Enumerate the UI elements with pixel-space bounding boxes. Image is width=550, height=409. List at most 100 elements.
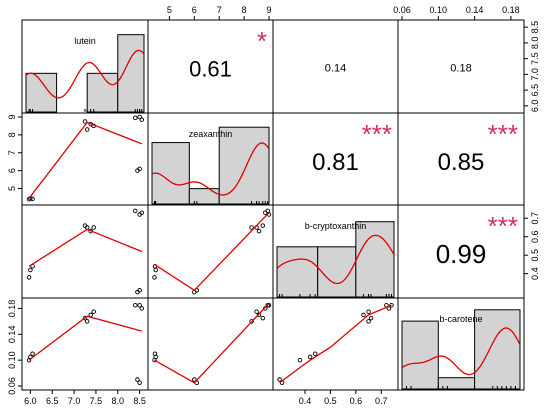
scatter-point-r3-c0-2 <box>30 351 35 356</box>
x-tick-label-col2-2: 0.6 <box>350 396 363 406</box>
scatter-point-r1-c0-9 <box>137 166 142 172</box>
x-tick-label-col0-2: 7.0 <box>68 396 81 406</box>
y-tick-label-row1-4: 9 <box>7 114 17 119</box>
x-tick-label-col2-1: 0.5 <box>324 396 337 406</box>
correlation-value-r0-c2: 0.14 <box>325 62 346 74</box>
fit-line-r3-c1 <box>154 302 270 384</box>
x-tick-label-col0-3: 7.5 <box>90 396 103 406</box>
x-tick-label-col0-0: 6.0 <box>24 396 37 406</box>
variable-label-2: b-cryptoxanthin <box>305 221 367 231</box>
scatter-point-r3-c0-9 <box>137 380 142 386</box>
scatter-point-r2-c0-9 <box>137 288 142 293</box>
y-tick-label-row0-3: 7.5 <box>530 52 540 65</box>
scatter-point-r1-c0-3 <box>82 119 88 124</box>
panel-frame-r2-c0 <box>21 204 149 299</box>
scatter-point-r3-c0-7 <box>133 302 138 308</box>
scatter-point-r2-c1-3 <box>260 223 266 228</box>
correlation-value-r0-c3: 0.18 <box>450 62 471 74</box>
y-tick-label-row1-2: 7 <box>7 150 17 155</box>
scatter-point-r2-c1-0 <box>152 275 157 280</box>
y-tick-label-row2-0: 0.4 <box>530 267 540 280</box>
x-tick-label-col2-3: 0.7 <box>375 396 388 406</box>
hist-bar-0-2 <box>86 72 119 113</box>
y-tick-label-row1-3: 8 <box>7 132 17 137</box>
scatter-point-r3-c1-6 <box>254 309 259 314</box>
density-curve-0 <box>25 49 145 99</box>
hist-bar-1-2 <box>218 126 270 205</box>
scatter-point-r3-c1-8 <box>192 377 197 382</box>
scatter-point-r3-c2-0 <box>297 357 303 363</box>
scatter-point-r2-c0-0 <box>26 275 32 280</box>
scatter-point-r3-c0-4 <box>84 319 90 324</box>
hist-bar-0-3 <box>117 34 145 113</box>
fit-line-r2-c1 <box>154 212 270 292</box>
scatter-point-r3-c1-3 <box>260 315 266 321</box>
scatter-point-r1-c0-7 <box>133 115 138 121</box>
panel-frame-r1-c0 <box>21 112 149 206</box>
scatter-point-r3-c0-10 <box>139 306 145 311</box>
hist-bar-3-2 <box>474 309 521 390</box>
scatter-point-r3-c2-1 <box>307 354 313 360</box>
scatter-point-r1-c0-10 <box>139 117 145 122</box>
scatter-point-r3-c2-3 <box>368 315 374 321</box>
scatter-point-r2-c1-10 <box>263 210 268 215</box>
y-tick-label-row2-3: 0.7 <box>530 212 540 225</box>
y-tick-label-row3-2: 0.14 <box>7 326 17 344</box>
y-tick-label-row0-5: 8.5 <box>530 21 540 34</box>
y-tick-label-row0-4: 8.0 <box>530 37 540 50</box>
correlation-value-r2-c3: 0.99 <box>436 239 487 269</box>
scatter-point-r3-c1-4 <box>249 319 254 324</box>
y-tick-label-row0-2: 7.0 <box>530 68 540 81</box>
y-tick-label-row3-3: 0.18 <box>7 300 17 318</box>
fit-line-r3-c2 <box>279 304 392 384</box>
x-tick-label-col3-3: 0.18 <box>502 5 520 15</box>
hist-bar-3-1 <box>437 377 476 390</box>
hist-bar-0-0 <box>25 72 58 113</box>
scatter-point-r3-c0-11 <box>137 302 142 308</box>
scatter-point-r3-c2-2 <box>312 351 318 356</box>
x-tick-label-col1-4: 9 <box>266 5 271 15</box>
x-tick-label-col1-3: 8 <box>242 5 247 15</box>
y-tick-label-row2-1: 0.5 <box>530 249 540 262</box>
x-tick-label-col0-5: 8.5 <box>133 396 146 406</box>
y-tick-label-row3-0: 0.06 <box>7 377 17 395</box>
variable-label-1: zeaxanthin <box>189 129 233 139</box>
scatter-point-r3-c2-5 <box>361 312 366 318</box>
variable-label-3: b-carotene <box>439 314 482 324</box>
panel-frame-r3-c1 <box>147 297 274 391</box>
scatter-point-r1-c0-11 <box>137 114 142 120</box>
hist-bar-3-0 <box>401 320 439 390</box>
x-tick-label-col0-1: 6.5 <box>46 396 59 406</box>
scatter-point-r3-c0-6 <box>91 309 96 314</box>
y-tick-label-row1-1: 6 <box>7 168 17 173</box>
x-tick-label-col0-4: 8.0 <box>112 396 125 406</box>
x-tick-label-col1-0: 5 <box>167 5 172 15</box>
density-curve-1 <box>151 142 270 196</box>
panel-frame-r2-c1 <box>147 204 274 299</box>
scatter-point-r2-c1-5 <box>256 228 262 234</box>
panel-frame-r3-c3 <box>397 297 525 391</box>
scatter-point-r2-c1-1 <box>153 267 158 273</box>
scatter-point-r1-c0-2 <box>30 196 35 202</box>
scatter-point-r3-c2-7 <box>389 302 394 308</box>
hist-bar-2-2 <box>355 221 395 298</box>
density-curve-3 <box>401 327 521 376</box>
significance-stars-r2-c3: *** <box>488 211 518 241</box>
significance-stars-r0-c1: * <box>257 26 267 56</box>
scatter-point-r3-c2-6 <box>366 309 371 314</box>
significance-stars-r1-c2: *** <box>362 119 392 149</box>
hist-bar-2-0 <box>276 246 319 298</box>
scatter-point-r1-c0-4 <box>84 127 90 132</box>
x-tick-label-col2-0: 0.4 <box>299 396 312 406</box>
significance-stars-r1-c3: *** <box>488 119 518 149</box>
scatter-point-r3-c2-8 <box>277 377 282 382</box>
x-tick-label-col3-2: 0.14 <box>466 5 484 15</box>
correlation-value-r1-c3: 0.85 <box>438 149 485 176</box>
scatter-point-r3-c0-3 <box>82 315 88 321</box>
y-tick-label-row0-1: 6.5 <box>530 84 540 97</box>
scatter-point-r2-c0-11 <box>137 212 142 217</box>
x-tick-label-col3-0: 0.06 <box>393 5 411 15</box>
variable-label-0: lutein <box>74 36 96 46</box>
panel-frame-r3-c2 <box>272 297 399 391</box>
